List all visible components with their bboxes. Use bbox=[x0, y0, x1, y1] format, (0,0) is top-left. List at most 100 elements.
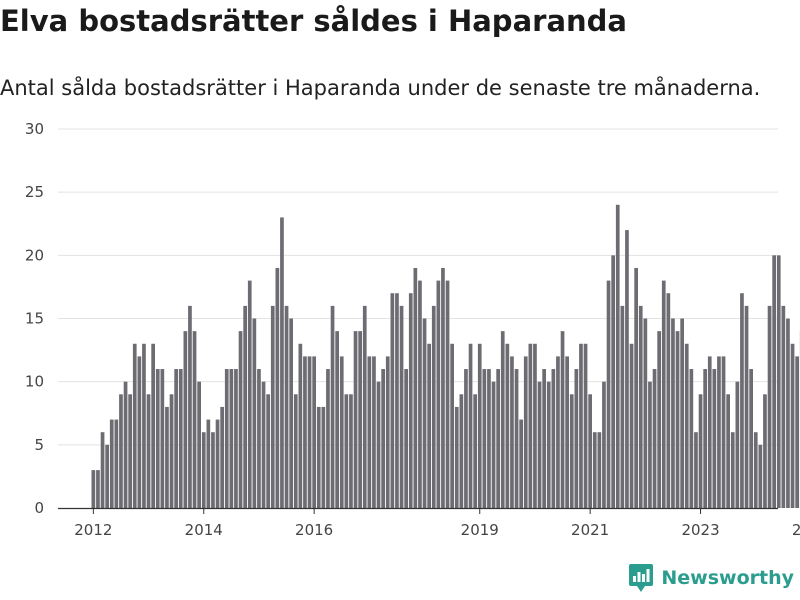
bar bbox=[491, 381, 496, 508]
bar bbox=[643, 318, 648, 508]
bar bbox=[468, 343, 473, 508]
bar bbox=[132, 343, 137, 508]
bar bbox=[703, 369, 707, 508]
bar bbox=[261, 381, 266, 508]
bar bbox=[441, 267, 445, 508]
bar bbox=[661, 280, 666, 508]
bar bbox=[473, 394, 477, 508]
bar bbox=[533, 343, 537, 508]
bar bbox=[238, 331, 243, 508]
bar bbox=[510, 356, 514, 508]
bar bbox=[740, 293, 744, 508]
bar bbox=[625, 230, 629, 508]
y-tick-label: 25 bbox=[25, 183, 44, 201]
bar bbox=[459, 394, 464, 508]
bar bbox=[749, 369, 753, 508]
bar bbox=[206, 419, 211, 508]
bar bbox=[735, 381, 740, 508]
bar bbox=[454, 406, 459, 508]
bar bbox=[201, 432, 206, 508]
bar bbox=[671, 318, 675, 508]
bar bbox=[275, 267, 280, 508]
bar bbox=[602, 381, 606, 508]
bar bbox=[224, 369, 229, 508]
bar bbox=[588, 394, 592, 508]
bar bbox=[155, 369, 160, 508]
bar bbox=[109, 419, 114, 508]
bar bbox=[160, 369, 165, 508]
bar bbox=[151, 343, 155, 508]
bar bbox=[270, 305, 275, 508]
bar bbox=[694, 432, 698, 508]
bar bbox=[303, 356, 307, 508]
bar bbox=[698, 394, 703, 508]
bar bbox=[280, 217, 284, 508]
bar bbox=[726, 394, 730, 508]
bar bbox=[753, 432, 758, 508]
bar bbox=[556, 356, 560, 508]
bar bbox=[652, 369, 657, 508]
bar bbox=[707, 356, 712, 508]
bar bbox=[560, 331, 565, 508]
bar bbox=[408, 293, 413, 508]
bar bbox=[730, 432, 735, 508]
bar bbox=[606, 280, 611, 508]
bar bbox=[500, 331, 505, 508]
bar bbox=[215, 419, 220, 508]
bar bbox=[252, 318, 257, 508]
bar bbox=[537, 381, 542, 508]
bar bbox=[326, 369, 330, 508]
x-tick-label: 2023 bbox=[681, 521, 719, 539]
bar bbox=[298, 343, 303, 508]
x-tick-label: 2021 bbox=[571, 521, 609, 539]
chart-subtitle: Antal sålda bostadsrätter i Haparanda un… bbox=[0, 76, 761, 100]
bar bbox=[546, 381, 551, 508]
bar bbox=[229, 369, 234, 508]
x-tick-label: 2016 bbox=[295, 521, 333, 539]
bar bbox=[579, 343, 583, 508]
bar bbox=[786, 318, 790, 508]
bar bbox=[142, 343, 146, 508]
bar bbox=[721, 356, 726, 508]
bar bbox=[634, 267, 638, 508]
bar bbox=[330, 305, 335, 508]
bar bbox=[505, 343, 510, 508]
newsworthy-logo-icon bbox=[629, 564, 654, 592]
bar bbox=[183, 331, 188, 508]
bar bbox=[266, 394, 270, 508]
bar bbox=[744, 305, 749, 508]
bar bbox=[372, 356, 376, 508]
bar bbox=[680, 318, 684, 508]
bar bbox=[316, 406, 321, 508]
bar bbox=[385, 356, 390, 508]
bar bbox=[615, 204, 620, 509]
bar bbox=[574, 369, 579, 508]
bar bbox=[293, 394, 298, 508]
bar bbox=[339, 356, 344, 508]
bar bbox=[767, 305, 772, 508]
bar bbox=[257, 369, 261, 508]
bar bbox=[514, 369, 519, 508]
bar bbox=[666, 293, 671, 508]
bar bbox=[648, 381, 652, 508]
x-axis bbox=[58, 507, 778, 514]
bar bbox=[496, 369, 500, 508]
bar bbox=[445, 280, 450, 508]
bar bbox=[712, 369, 717, 508]
bar bbox=[353, 331, 358, 508]
bar bbox=[114, 419, 119, 508]
bar bbox=[675, 331, 680, 508]
bar bbox=[482, 369, 487, 508]
y-tick-label: 30 bbox=[25, 120, 44, 138]
newsworthy-logo: Newsworthy bbox=[629, 564, 794, 592]
bar bbox=[376, 381, 381, 508]
bar bbox=[629, 343, 634, 508]
bar bbox=[289, 318, 293, 508]
bar bbox=[234, 369, 238, 508]
bar bbox=[776, 255, 781, 508]
bar bbox=[358, 331, 362, 508]
bar bbox=[569, 394, 574, 508]
bar bbox=[178, 369, 183, 508]
y-tick-label: 15 bbox=[25, 310, 44, 328]
